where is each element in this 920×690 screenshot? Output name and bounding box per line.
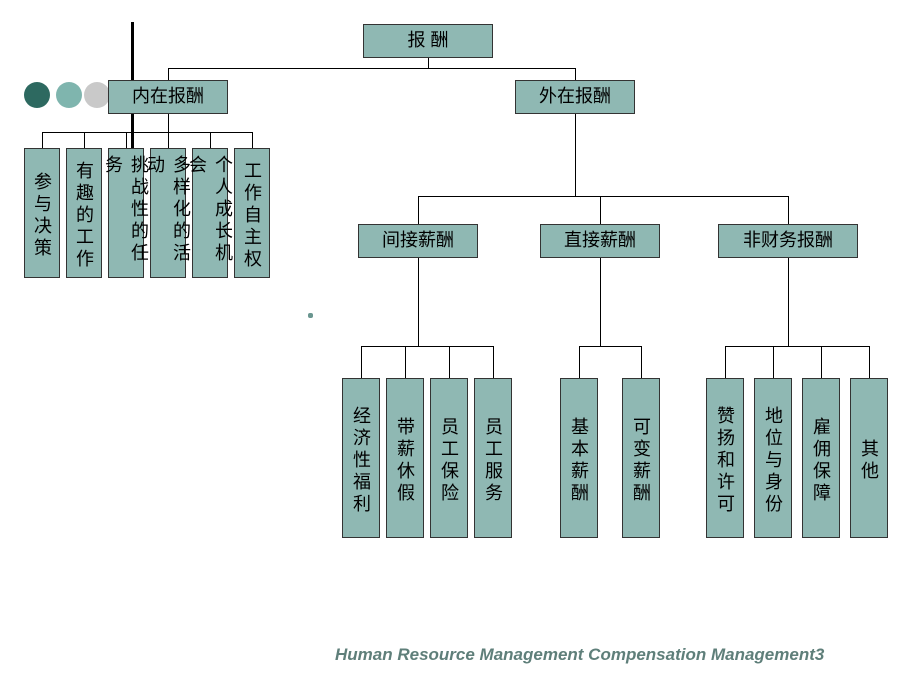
leaf-intrinsic-1: 有趣的工作 <box>66 148 102 278</box>
decor-circle-1 <box>24 82 50 108</box>
node-direct: 直接薪酬 <box>540 224 660 258</box>
node-extrinsic: 外在报酬 <box>515 80 635 114</box>
leaf-nonfin-0: 赞扬和许可 <box>706 378 744 538</box>
leaf-intrinsic-5: 工作自主权 <box>234 148 270 278</box>
leaf-direct-0: 基本薪酬 <box>560 378 598 538</box>
leaf-indirect-0: 经济性福利 <box>342 378 380 538</box>
leaf-intrinsic-2: 挑战性的任务 <box>108 148 144 278</box>
node-nonfinancial: 非财务报酬 <box>718 224 858 258</box>
leaf-intrinsic-0: 参与决策 <box>24 148 60 278</box>
footer-text: Human Resource Management Compensation M… <box>335 645 824 665</box>
leaf-nonfin-1: 地位与身份 <box>754 378 792 538</box>
leaf-nonfin-3: 其他 <box>850 378 888 538</box>
node-indirect: 间接薪酬 <box>358 224 478 258</box>
leaf-intrinsic-4: 个人成长机会 <box>192 148 228 278</box>
leaf-intrinsic-3: 多样化的活动 <box>150 148 186 278</box>
leaf-indirect-2: 员工保险 <box>430 378 468 538</box>
leaf-direct-1: 可变薪酬 <box>622 378 660 538</box>
leaf-nonfin-2: 雇佣保障 <box>802 378 840 538</box>
node-root: 报 酬 <box>363 24 493 58</box>
center-dot <box>308 313 313 318</box>
decor-circle-2 <box>56 82 82 108</box>
leaf-indirect-1: 带薪休假 <box>386 378 424 538</box>
decor-circle-3 <box>84 82 110 108</box>
node-intrinsic: 内在报酬 <box>108 80 228 114</box>
leaf-indirect-3: 员工服务 <box>474 378 512 538</box>
